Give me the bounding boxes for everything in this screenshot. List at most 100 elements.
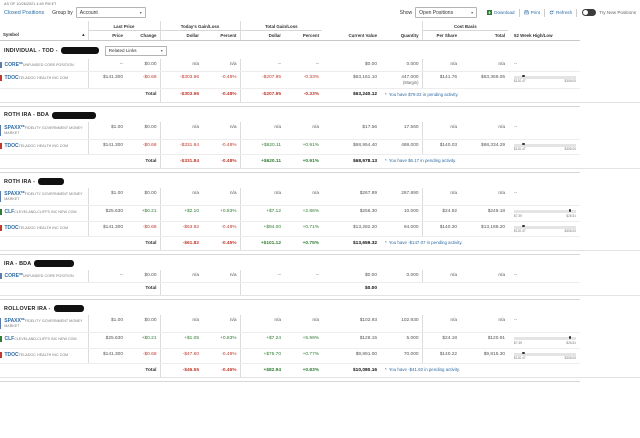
col-today-percent[interactable]: Percent: [202, 30, 241, 41]
hdr-spacer: [0, 21, 88, 31]
redacted-account-number: [34, 260, 75, 267]
symbol-cell[interactable]: TDOCTELADOC HEALTH INC COM: [0, 348, 88, 364]
cell-52week: --: [508, 188, 581, 206]
cell-cost-per-share: n/a: [421, 270, 461, 283]
cell-today-dollar: -$47.60: [159, 348, 202, 364]
symbol-cell[interactable]: SPAXX**FIDELITY GOVERNMENT MONEY MARKET: [0, 188, 88, 206]
52week-high: $308.00: [564, 356, 577, 360]
cell-quantity: 17.560: [380, 121, 423, 140]
cell-quantity: 5.000: [380, 332, 423, 349]
symbol-wrap: TDOCTELADOC HEALTH INC COM: [0, 224, 85, 231]
print-button[interactable]: Print: [520, 10, 544, 15]
pending-activity-note[interactable]: * You have $6.17 in pending activity.: [385, 158, 456, 163]
position-row[interactable]: SPAXX**FIDELITY GOVERNMENT MONEY MARKET $…: [0, 188, 640, 206]
52week-low: $120.47: [514, 79, 526, 83]
52week-marker: [522, 351, 525, 355]
symbol-text-wrap: CLFCLEVELAND-CLIFFS INC NEW COM: [5, 209, 77, 215]
total-total-dollar: [239, 282, 285, 296]
symbol-cell[interactable]: TDOCTELADOC HEALTH INC COM: [0, 221, 88, 237]
performance-bar: [0, 191, 2, 202]
pending-activity-note[interactable]: * You have $79.02 in pending activity.: [385, 92, 459, 97]
try-new-positions-toggle[interactable]: Try New Positions: [577, 9, 636, 16]
col-symbol[interactable]: Symbol ▴: [0, 30, 88, 41]
account-header: ROTH IRA -: [4, 178, 576, 185]
col-change[interactable]: Change: [126, 30, 160, 41]
cell-cost-per-share: $24.18: [421, 332, 461, 349]
ticker-link[interactable]: TDOC: [4, 224, 19, 231]
total-total-percent: +0.83%: [284, 363, 323, 378]
cell-price: --: [87, 270, 126, 283]
col-quantity[interactable]: Quantity: [380, 30, 423, 41]
col-cost-per-share[interactable]: Per Share: [421, 30, 461, 41]
account-header: ROLLOVER IRA -: [4, 305, 576, 312]
52week-labels: $120.47 $308.00: [514, 147, 576, 151]
cell-quantity: 0.000: [380, 270, 423, 283]
ticker-link[interactable]: SPAXX**: [4, 191, 25, 197]
ticker-link[interactable]: TDOC: [4, 74, 19, 81]
pending-activity-note[interactable]: * You have -$147.07 in pending activity.: [385, 240, 462, 245]
position-row[interactable]: SPAXX**FIDELITY GOVERNMENT MONEY MARKET $…: [0, 121, 640, 140]
toggle-switch[interactable]: [582, 9, 597, 16]
ticker-link[interactable]: CLF: [4, 336, 15, 342]
performance-bar: [0, 74, 2, 81]
symbol-cell[interactable]: CORE**UNFUNDED CORE POSITION: [0, 58, 88, 72]
position-row[interactable]: SPAXX**FIDELITY GOVERNMENT MONEY MARKET $…: [0, 315, 640, 333]
ticker-link[interactable]: SPAXX**: [4, 124, 25, 131]
52week-marker: [568, 336, 572, 339]
ticker-link[interactable]: TDOC: [4, 351, 19, 358]
52week-low: $7.39: [514, 213, 523, 218]
performance-bar: [0, 336, 2, 342]
symbol-cell[interactable]: CLFCLEVELAND-CLIFFS INC NEW COM: [0, 332, 88, 349]
total-spacer: [580, 363, 640, 378]
asterisk-icon: *: [385, 158, 387, 163]
position-row[interactable]: TDOCTELADOC HEALTH INC COM $141.300 -$0.68…: [0, 71, 640, 89]
symbol-cell[interactable]: TDOCTELADOC HEALTH INC COM: [0, 139, 88, 155]
position-row[interactable]: TDOCTELADOC HEALTH INC COM $141.300 -$0.68…: [0, 139, 640, 155]
position-row[interactable]: TDOCTELADOC HEALTH INC COM $141.300 -$0.68…: [0, 221, 640, 237]
pending-activity-cell: * You have -$41.92 in pending activity.: [380, 363, 581, 378]
col-cost-total[interactable]: Total: [460, 30, 509, 41]
show-select[interactable]: Open Positions ▾: [415, 7, 478, 18]
symbol-cell[interactable]: CORE**UNFUNDED CORE POSITION: [0, 270, 88, 283]
performance-bar: [0, 351, 2, 358]
col-today-dollar[interactable]: Dollar: [159, 30, 202, 41]
cell-change: -$0.68: [126, 221, 160, 237]
symbol-cell[interactable]: SPAXX**FIDELITY GOVERNMENT MONEY MARKET: [0, 315, 88, 333]
performance-bar: [0, 224, 2, 231]
closed-positions-link[interactable]: Closed Positions: [4, 9, 45, 16]
hdr-spacer-3: [380, 21, 422, 31]
col-price[interactable]: Price: [87, 30, 126, 41]
position-row[interactable]: CORE**UNFUNDED CORE POSITION -- $0.00 n/a n/…: [0, 58, 640, 72]
position-row[interactable]: CORE**UNFUNDED CORE POSITION -- $0.00 n/a n/…: [0, 270, 640, 283]
ticker-link[interactable]: CORE**: [4, 273, 23, 279]
cell-change: $0.00: [126, 270, 160, 283]
group-by-select[interactable]: Account ▾: [75, 7, 146, 18]
position-row[interactable]: TDOCTELADOC HEALTH INC COM $141.300 -$0.68…: [0, 348, 640, 364]
refresh-button[interactable]: Refresh: [545, 10, 576, 15]
ticker-link[interactable]: CORE**: [4, 61, 23, 68]
total-spacer: [580, 236, 640, 251]
ticker-link[interactable]: SPAXX**: [4, 318, 25, 324]
cell-current-value: $63,161.10: [322, 71, 381, 89]
cell-cost-per-share: n/a: [421, 188, 461, 206]
account-header-row: IRA - BDA: [0, 255, 640, 271]
cell-current-value: $0.00: [322, 270, 381, 283]
cell-52week: --: [508, 315, 581, 333]
symbol-cell[interactable]: TDOCTELADOC HEALTH INC COM: [0, 71, 88, 89]
position-row[interactable]: CLFCLEVELAND-CLIFFS INC NEW COM $25.630 +$…: [0, 205, 640, 222]
cell-52week: $7.39 $26.51: [508, 332, 581, 349]
related-links-select[interactable]: Related Links ▾: [104, 45, 167, 56]
download-button[interactable]: Download: [483, 10, 518, 15]
ticker-link[interactable]: CLF: [4, 209, 15, 215]
52week-labels: $120.47 $308.00: [514, 229, 576, 233]
col-total-percent[interactable]: Percent: [284, 30, 323, 41]
ticker-link[interactable]: TDOC: [4, 142, 19, 149]
pending-activity-note[interactable]: * You have -$41.92 in pending activity.: [385, 367, 460, 372]
symbol-cell[interactable]: SPAXX**FIDELITY GOVERNMENT MONEY MARKET: [0, 121, 88, 140]
col-current-value[interactable]: Current Value: [322, 30, 381, 41]
col-total-dollar[interactable]: Dollar: [239, 30, 285, 41]
col-52week[interactable]: 52 Week High/Low: [508, 30, 581, 41]
cell-52week: $120.47 $308.00: [508, 348, 581, 364]
position-row[interactable]: CLFCLEVELAND-CLIFFS INC NEW COM $25.630 +$…: [0, 332, 640, 349]
symbol-cell[interactable]: CLFCLEVELAND-CLIFFS INC NEW COM: [0, 205, 88, 222]
